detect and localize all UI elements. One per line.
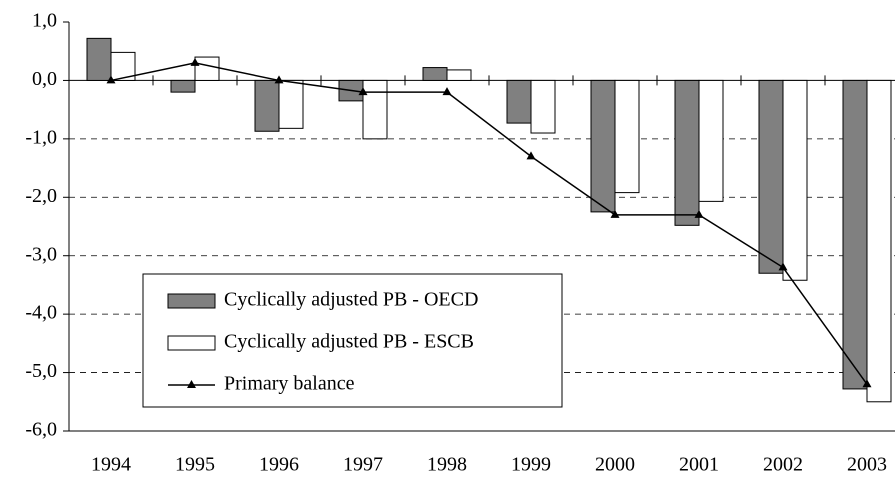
line: [110, 62, 868, 385]
y-tick-label: -4,0: [25, 302, 57, 324]
x-tick-label: 1995: [175, 454, 215, 476]
marker: [862, 379, 872, 388]
y-tick-label: -5,0: [25, 360, 57, 382]
bar: [446, 69, 472, 81]
x-tick-label: 2001: [679, 454, 719, 476]
bar: [278, 79, 304, 129]
bar: [782, 79, 808, 281]
x-tick-label: 2003: [847, 454, 887, 476]
bar: [86, 37, 112, 81]
bar: [530, 79, 556, 134]
bar: [422, 67, 448, 81]
bar: [698, 79, 724, 202]
legend-label: Primary balance: [224, 373, 355, 395]
legend-label: Cyclically adjusted PB - OECD: [224, 289, 478, 311]
x-tick-label: 1999: [511, 454, 551, 476]
bar: [362, 79, 388, 140]
marker: [526, 151, 536, 160]
bar: [866, 79, 892, 403]
marker: [106, 75, 116, 84]
y-tick-label: 1,0: [32, 10, 57, 32]
bar: [170, 79, 196, 93]
marker: [190, 57, 200, 66]
x-tick-label: 1998: [427, 454, 467, 476]
marker: [778, 262, 788, 271]
bar: [842, 79, 868, 390]
y-tick-label: -3,0: [25, 243, 57, 265]
bar: [758, 79, 784, 274]
legend-swatch: [167, 293, 216, 309]
x-tick-label: 1996: [259, 454, 299, 476]
bar: [590, 79, 616, 213]
bar: [194, 56, 220, 81]
marker: [442, 87, 452, 96]
marker: [694, 209, 704, 218]
x-tick-label: 1994: [91, 454, 131, 476]
marker: [610, 209, 620, 218]
y-tick-label: -2,0: [25, 185, 57, 207]
y-tick-label: 0,0: [32, 68, 57, 90]
x-tick-label: 1997: [343, 454, 383, 476]
legend-label: Cyclically adjusted PB - ESCB: [224, 331, 474, 353]
y-tick-label: -1,0: [25, 126, 57, 148]
bar: [506, 79, 532, 124]
y-tick-label: -6,0: [25, 419, 57, 441]
marker: [358, 87, 368, 96]
x-tick-label: 2000: [595, 454, 635, 476]
bar: [674, 79, 700, 226]
marker: [274, 75, 284, 84]
legend-swatch: [167, 335, 216, 351]
legend-marker: [187, 380, 196, 388]
bar: [614, 79, 640, 194]
x-tick-label: 2002: [763, 454, 803, 476]
bar: [254, 79, 280, 132]
